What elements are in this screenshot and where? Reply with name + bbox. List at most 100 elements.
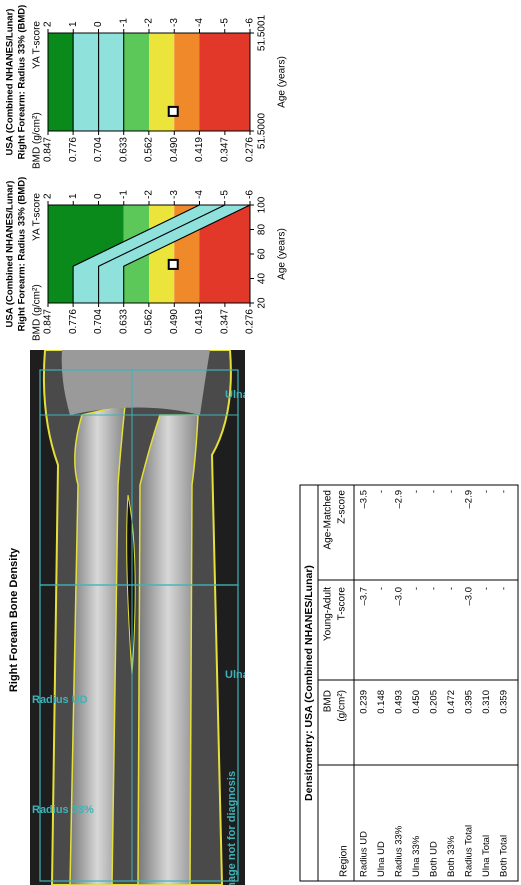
table-cell: -: [429, 587, 440, 590]
patient-point: [169, 107, 178, 116]
report: Right Foream Bone Density Radius UD Ulna…: [0, 0, 521, 885]
y-tick-label: 0.347: [220, 309, 231, 334]
table-cell: Both Total: [499, 835, 510, 877]
chart-title: USA (Combined NHANES/Lunar): [5, 181, 16, 328]
y-tick-label: 0.633: [118, 137, 129, 162]
y2-axis-title: YA T-score: [32, 193, 43, 241]
y2-tick-label: -1: [118, 190, 129, 199]
x-tick-label: 60: [257, 248, 268, 260]
y2-tick-label: 1: [68, 193, 79, 199]
y-axis-title: BMD (g/cm²): [32, 284, 43, 341]
ulna-bone: [138, 415, 198, 885]
forearm-image: Radius UD Ulna UD Radius 33% Ulna 33% Im…: [30, 350, 274, 885]
y2-tick-label: -3: [169, 190, 180, 199]
chart: USA (Combined NHANES/Lunar)Right Forearm…: [5, 5, 288, 169]
image-label: Ulna UD: [225, 389, 268, 401]
column-header: T-score: [337, 587, 348, 621]
table-cell: –2.9: [394, 490, 405, 509]
table-cell: Ulna 33%: [411, 835, 422, 877]
table-cell: –3.0: [394, 587, 405, 606]
risk-band: [124, 33, 149, 131]
table-cell: -: [411, 490, 422, 493]
table-cell: 0.239: [359, 690, 370, 714]
y-tick-label: 0.562: [143, 309, 154, 334]
chart-subtitle: Right Forearm: Radius 33% (BMD): [17, 177, 28, 332]
table-cell: 0.148: [376, 690, 387, 714]
y2-tick-label: -2: [144, 18, 155, 27]
y-tick-label: 0.633: [118, 309, 129, 334]
table-cell: –3.7: [359, 587, 370, 606]
table-cell: 0.205: [429, 690, 440, 714]
y-tick-label: 0.776: [68, 309, 79, 334]
column-header: (g/cm²): [337, 690, 348, 722]
table-cell: –3.5: [359, 490, 370, 509]
y2-axis-title: YA T-score: [32, 21, 43, 69]
y2-tick-label: 0: [93, 193, 104, 199]
y2-tick-label: 0: [93, 21, 104, 27]
table-cell: -: [499, 490, 510, 493]
chart-subtitle: Right Forearm: Radius 33% (BMD): [17, 5, 28, 160]
y2-tick-label: 2: [43, 193, 54, 199]
table-cell: Ulna UD: [376, 841, 387, 877]
y-tick-label: 0.776: [68, 137, 79, 162]
table-cell: –2.9: [464, 490, 475, 509]
y-tick-label: 0.847: [43, 137, 54, 162]
x-tick-label: 20: [257, 297, 268, 309]
image-label: Ulna 33%: [225, 669, 274, 681]
table-cell: -: [481, 490, 492, 493]
table-cell: -: [446, 587, 457, 590]
y-tick-label: 0.490: [169, 309, 180, 334]
table-cell: 0.395: [464, 690, 475, 714]
y-tick-label: 0.490: [169, 137, 180, 162]
y2-tick-label: -3: [169, 18, 180, 27]
table-cell: -: [481, 587, 492, 590]
table-cell: -: [411, 587, 422, 590]
x-tick-label: 80: [257, 224, 268, 236]
image-label: Radius UD: [32, 694, 88, 706]
table-cell: 0.450: [411, 690, 422, 714]
y2-tick-label: -5: [219, 18, 230, 27]
table-cell: -: [429, 490, 440, 493]
column-header: Age-Matched: [323, 490, 334, 549]
table-cell: 0.310: [481, 690, 492, 714]
y2-tick-label: -4: [194, 18, 205, 27]
y-tick-label: 0.704: [93, 309, 104, 334]
y2-tick-label: 1: [68, 21, 79, 27]
page-title: Right Foream Bone Density: [8, 547, 20, 692]
x-axis-title: Age (years): [277, 228, 288, 280]
table-cell: Radius 33%: [394, 825, 405, 877]
y2-tick-label: -6: [245, 18, 256, 27]
y2-tick-label: -1: [118, 18, 129, 27]
x-tick-label: 51.5001: [257, 14, 268, 51]
y2-tick-label: -4: [194, 190, 205, 199]
table-cell: -: [499, 587, 510, 590]
wrist-bones: [62, 350, 210, 415]
table-cell: Ulna Total: [481, 835, 492, 877]
y-tick-label: 0.562: [143, 137, 154, 162]
x-tick-label: 40: [257, 273, 268, 285]
x-tick-label: 51.5000: [257, 112, 268, 149]
y-tick-label: 0.847: [43, 309, 54, 334]
table-cell: 0.493: [394, 690, 405, 714]
column-header: Region: [339, 845, 350, 877]
image-label: Image not for diagnosis: [226, 771, 238, 885]
results-table: Densitometry: USA (Combined NHANES/Lunar…: [300, 485, 518, 881]
y2-tick-label: 2: [43, 21, 54, 27]
y-tick-label: 0.419: [194, 309, 205, 334]
chart-title: USA (Combined NHANES/Lunar): [5, 9, 16, 156]
y-tick-label: 0.276: [245, 309, 256, 334]
image-label: Radius 33%: [32, 804, 94, 816]
table-cell: –3.0: [464, 587, 475, 606]
risk-band: [200, 33, 251, 131]
table-cell: -: [446, 490, 457, 493]
table-cell: Both UD: [429, 841, 440, 877]
table-title: Densitometry: USA (Combined NHANES/Lunar…: [303, 565, 315, 801]
table-cell: Radius UD: [359, 831, 370, 877]
y2-tick-label: -2: [144, 190, 155, 199]
column-header: Z-score: [337, 490, 348, 524]
y-tick-label: 0.347: [220, 137, 231, 162]
y2-tick-label: -5: [219, 190, 230, 199]
y-tick-label: 0.704: [93, 137, 104, 162]
table-cell: Both 33%: [446, 835, 457, 877]
x-tick-label: 100: [257, 196, 268, 213]
